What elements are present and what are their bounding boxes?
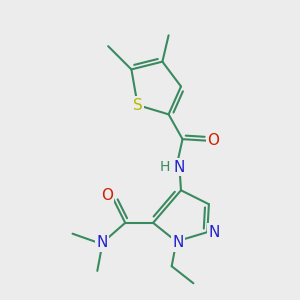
Text: N: N bbox=[174, 160, 185, 175]
Text: S: S bbox=[133, 98, 142, 112]
Text: H: H bbox=[159, 160, 170, 174]
Text: N: N bbox=[96, 236, 108, 250]
Text: N: N bbox=[208, 225, 220, 240]
Text: N: N bbox=[172, 236, 184, 250]
Text: O: O bbox=[101, 188, 113, 203]
Text: O: O bbox=[207, 133, 219, 148]
